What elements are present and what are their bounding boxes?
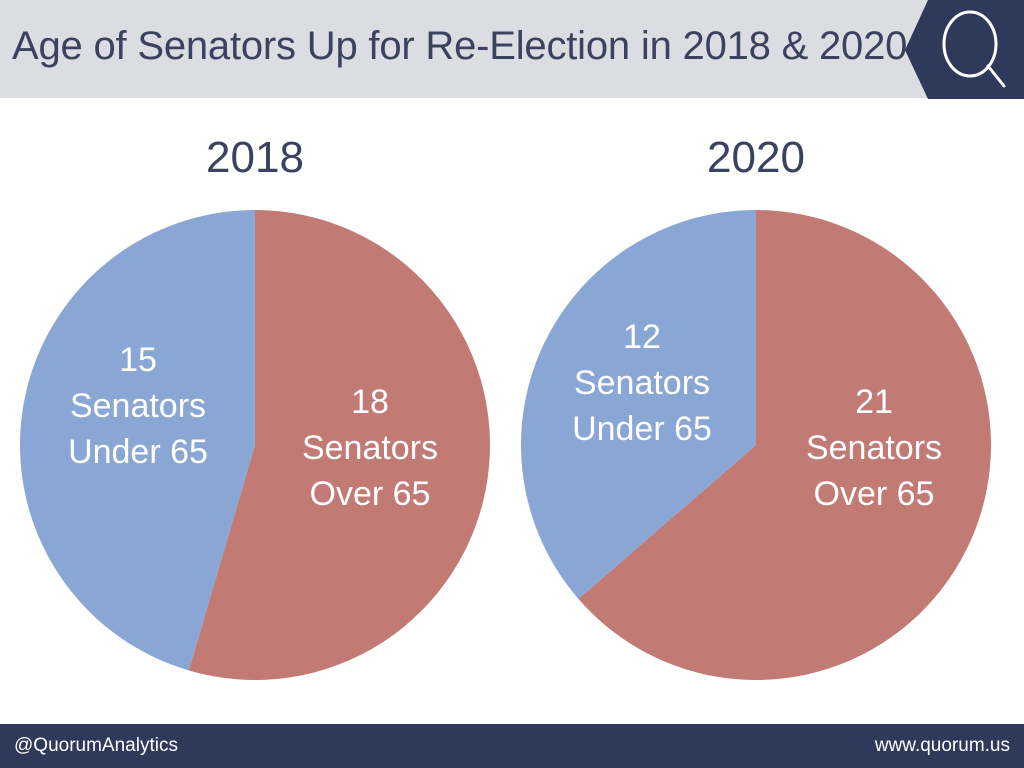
pie-slice-over-65 [578,210,992,680]
pie-slice-under-65 [521,210,756,599]
q-logo-icon [942,10,998,78]
footer-website[interactable]: www.quorum.us [874,735,1010,756]
slice-label: 12 Senators Under 65 [572,318,712,448]
chart-title: 2020 [707,133,805,182]
slice-label-line: Under 65 [68,433,208,471]
slice-label-line: 15 [119,341,157,379]
slice-label-line: Senators [70,387,206,425]
slice-label-line: 21 [855,383,893,421]
footer-bar: @QuorumAnalytics www.quorum.us [0,724,1024,768]
slice-label-line: 12 [623,318,661,356]
page-title: Age of Senators Up for Re-Election in 20… [12,24,908,68]
logo-badge [905,0,1024,99]
slice-label: 15 Senators Under 65 [68,341,208,471]
slice-label: 18 Senators Over 65 [302,383,438,513]
chart-title: 2018 [206,133,304,182]
slice-label-line: 18 [351,383,389,421]
slice-label-line: Senators [806,429,942,467]
header-bar: Age of Senators Up for Re-Election in 20… [0,0,1024,98]
slice-label-line: Under 65 [572,410,712,448]
slice-label-line: Over 65 [310,475,431,513]
slice-label-line: Senators [302,429,438,467]
slice-label-line: Senators [574,364,710,402]
pie-chart-2020: 2020 12 Senators Under 65 21 Senators Over 65 [521,133,992,680]
quorum-logo [905,0,1024,99]
footer-handle[interactable]: @QuorumAnalytics [14,735,178,756]
pie-slice-over-65 [188,210,491,680]
slice-label-line: Over 65 [814,475,935,513]
q-logo-tail-icon [986,64,1006,88]
pie-slice-under-65 [20,210,256,671]
pie-chart-2018: 2018 15 Senators Under 65 18 Senators Over 65 [20,133,491,680]
slice-label: 21 Senators Over 65 [806,383,942,513]
